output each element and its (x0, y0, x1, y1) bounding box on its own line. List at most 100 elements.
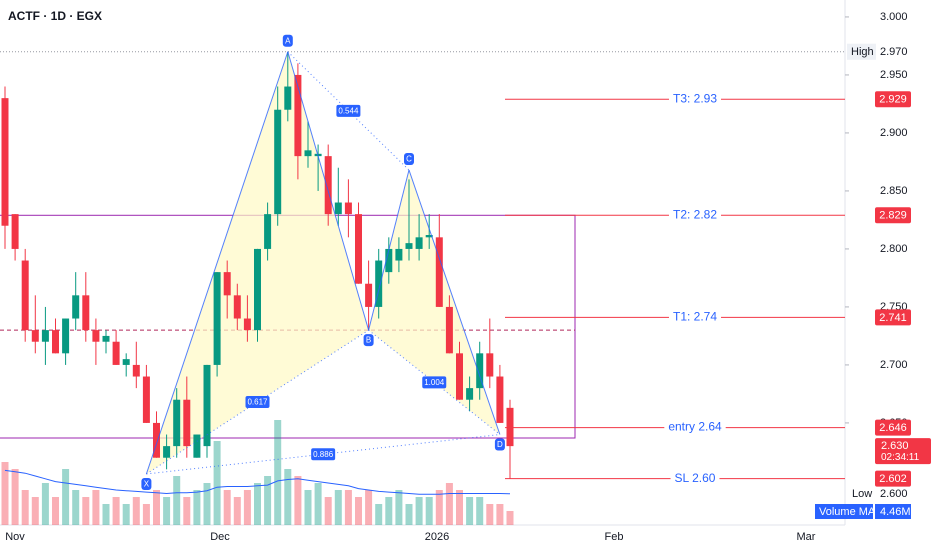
volume-bar (254, 483, 261, 525)
last-countdown: 02:34:11 (881, 452, 920, 463)
candle-body (254, 248, 261, 331)
level-badge (875, 207, 911, 224)
candle-body (82, 295, 90, 331)
volume-bar (486, 504, 494, 525)
ratio-badge (245, 396, 270, 409)
level-value: 2.929 (879, 94, 907, 106)
candle-body (1, 98, 9, 226)
volume-bar (112, 497, 120, 525)
y-tick-label: 2.950 (880, 69, 908, 81)
candle-body (294, 74, 302, 157)
volume-bar (102, 504, 110, 525)
pattern-leg (287, 51, 370, 331)
candle-body (486, 353, 494, 377)
volume-bar (425, 497, 433, 525)
volume-ma (4, 469, 511, 495)
point-label: C (406, 155, 412, 164)
ratio-label: 1.004 (424, 378, 445, 387)
volume-bar (122, 504, 130, 525)
high-value-bg (878, 43, 912, 60)
volume-bar (203, 483, 211, 525)
candle-body (425, 235, 433, 238)
volume-bar (41, 483, 49, 525)
volume-bar (385, 497, 393, 525)
candle-body (233, 295, 241, 319)
level-badge (875, 419, 911, 436)
low-value: 2.600 (880, 488, 908, 500)
volume-bar (173, 476, 181, 525)
point-label: B (366, 336, 371, 345)
ratio-label: 0.886 (313, 450, 334, 459)
candle-body (122, 359, 130, 365)
candle-body (132, 364, 140, 377)
ratio-badge (311, 448, 336, 461)
volume-bar (132, 497, 140, 525)
volume-bar (415, 497, 423, 525)
pattern-leg (368, 169, 410, 331)
volume-bar (82, 497, 90, 525)
volume-ma-value-bg (875, 504, 911, 519)
volume-bar (375, 504, 383, 525)
volume-bar (496, 504, 504, 525)
candle-body (163, 446, 171, 458)
high-value: 2.970 (880, 46, 908, 58)
candle-body (415, 237, 423, 249)
candle-body (223, 272, 231, 296)
last-value: 2.630 (881, 440, 909, 452)
candle-body (395, 248, 403, 261)
point-badge (404, 153, 414, 166)
candle-body (173, 399, 181, 447)
level-text: SL 2.60 (675, 471, 716, 485)
candle-body (304, 150, 312, 157)
candle-body (375, 260, 383, 307)
candle-body (41, 330, 49, 342)
candle-body (112, 341, 120, 365)
level-text-bg (668, 208, 722, 223)
volume-bar (21, 490, 29, 525)
volume-bar (52, 497, 59, 525)
candle-body (264, 214, 272, 249)
candle-body (243, 318, 251, 331)
level-text: T3: 2.93 (673, 91, 717, 105)
candle-body (385, 248, 393, 273)
pattern-leg (408, 169, 501, 435)
x-tick-label: 2026 (425, 531, 449, 543)
volume-bar (142, 504, 150, 525)
candle-body (31, 330, 39, 342)
level-text-bg (664, 420, 726, 435)
volume-bar (193, 490, 201, 525)
candle-body (344, 202, 352, 215)
volume-bar (506, 511, 514, 525)
candle-body (193, 434, 201, 458)
level-text: T1: 2.74 (673, 310, 717, 324)
volume-bar (264, 476, 272, 525)
y-tick-label: 2.800 (880, 243, 908, 255)
level-value: 2.741 (879, 312, 907, 324)
chart-title: ACTF · 1D · EGX (8, 9, 102, 23)
ratio-badge (422, 376, 447, 389)
volume-ma-value: 4.46M (880, 506, 911, 518)
high-label: High (851, 46, 874, 58)
candle-body (365, 283, 373, 307)
volume-bar (456, 490, 463, 525)
volume-bar (355, 497, 362, 525)
low-label: Low (852, 488, 872, 500)
volume-bar (304, 490, 312, 525)
volume-bar (405, 504, 413, 525)
candle-body (476, 353, 484, 389)
candle-body (153, 422, 160, 458)
volume-bar (284, 469, 292, 525)
level-text-bg (668, 92, 722, 107)
candle-body (52, 330, 59, 354)
candle-body (456, 353, 463, 400)
volume-bar (435, 490, 443, 525)
candle-body (62, 318, 70, 354)
volume-bar (243, 490, 251, 525)
candle-body (496, 376, 504, 423)
point-badge (141, 477, 152, 490)
candle-body (11, 214, 19, 249)
candle-body (506, 407, 514, 447)
ratio-badge (336, 104, 361, 117)
